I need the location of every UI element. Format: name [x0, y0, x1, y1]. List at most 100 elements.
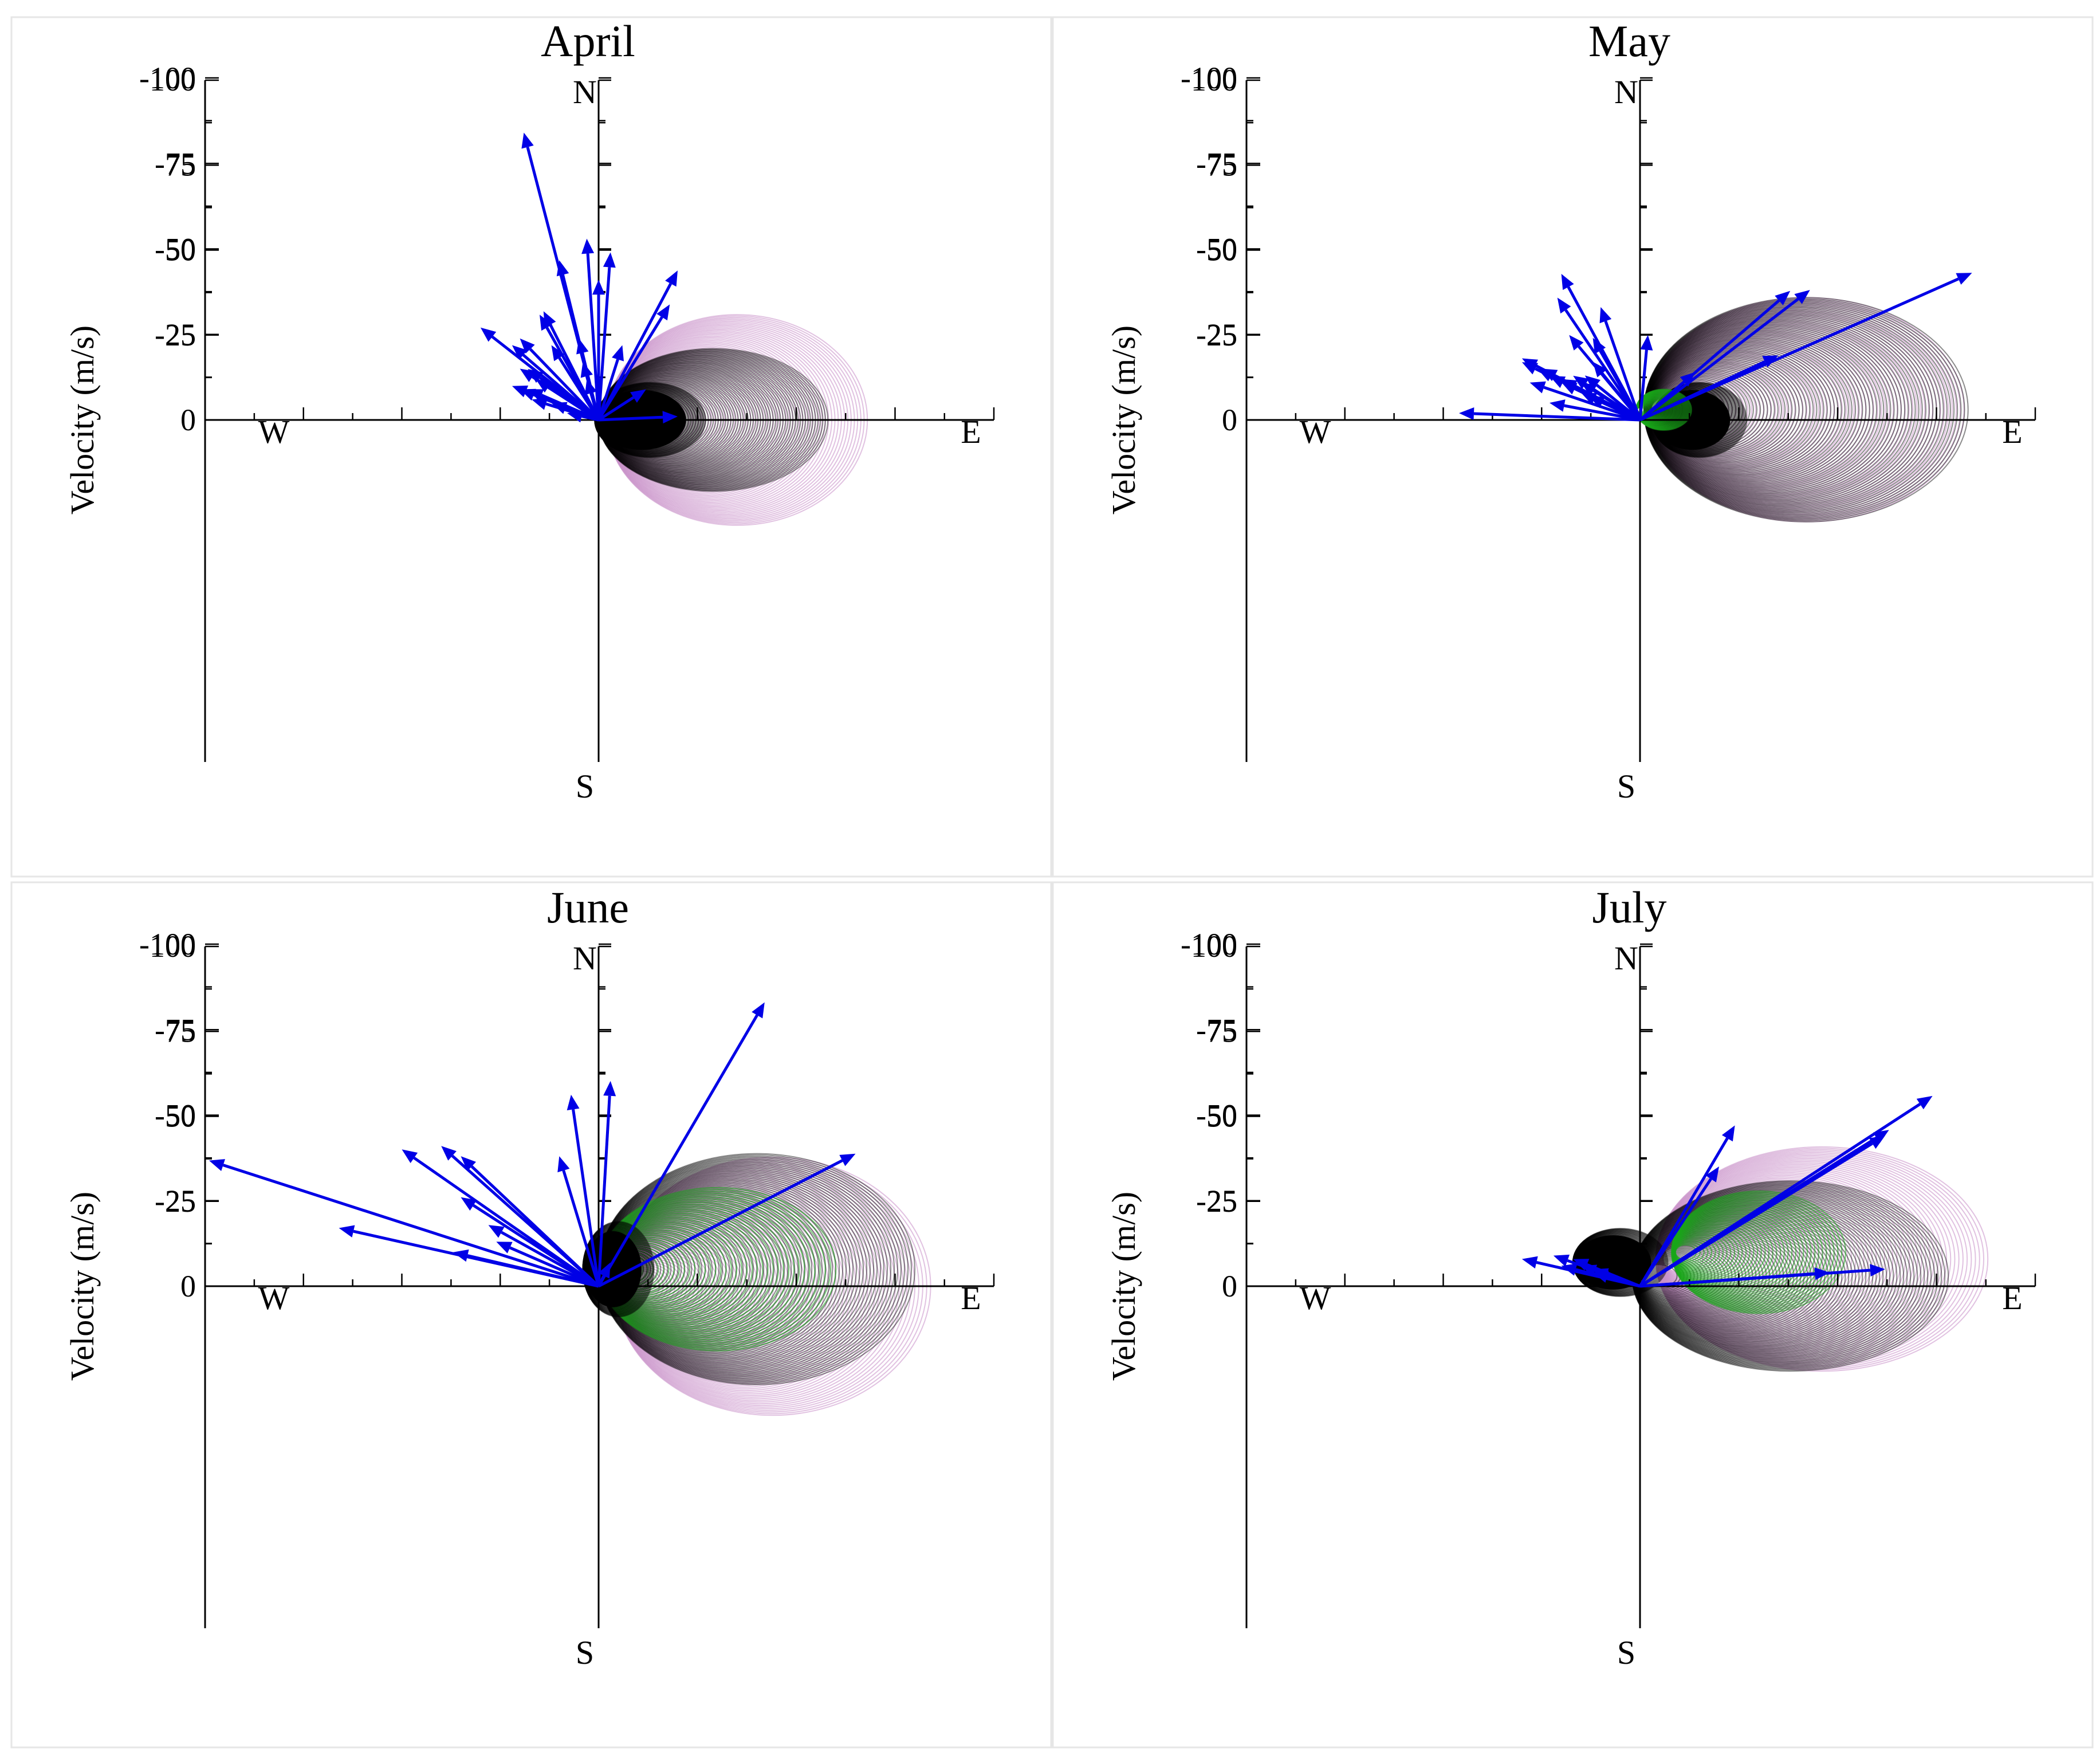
y-tick-label: 75 — [165, 1014, 196, 1048]
y-tick-label: -75 — [155, 1012, 196, 1047]
ellipse-mark — [582, 1223, 652, 1315]
y-tick-label: -50 — [155, 232, 196, 266]
ellipse-mark — [582, 1227, 646, 1311]
ellipse-family-green — [597, 1187, 837, 1352]
compass-east-label: E — [2002, 413, 2022, 450]
vector-shaft — [597, 359, 619, 421]
vector-shaft — [470, 1165, 600, 1287]
vector-arrowhead — [1775, 290, 1791, 305]
vector-arrowhead — [540, 315, 553, 331]
y-tick-label: -75 — [1196, 1012, 1237, 1047]
panel-title: April — [541, 16, 635, 66]
vector-shaft — [1638, 1137, 1729, 1287]
ellipse-mark — [582, 1224, 650, 1314]
vector-arrowhead — [441, 1146, 457, 1161]
vector-shaft — [572, 1109, 600, 1287]
y-tick-label: -25 — [1196, 1184, 1237, 1218]
vector-arrowhead — [496, 1242, 513, 1254]
panel-april: 100 75 50 25 0 -25 -50 -75 -100 N S W E April Velocity… — [10, 16, 1052, 878]
vector-shaft — [413, 1156, 600, 1288]
y-tick-label: -75 — [155, 146, 196, 180]
vector-shaft — [1604, 320, 1642, 421]
vector-arrowhead — [551, 345, 565, 362]
vector-arrowhead — [1592, 362, 1607, 378]
y-tick-label: -25 — [155, 1184, 196, 1218]
vector-shaft — [526, 147, 600, 421]
y-tick-label: -100 — [1181, 927, 1237, 961]
vector-shaft — [586, 253, 600, 421]
vector-arrowhead — [581, 238, 595, 254]
vector-shaft — [222, 1164, 599, 1288]
y-tick-label: 0 — [1222, 1269, 1237, 1303]
vector-arrowhead — [1569, 335, 1584, 351]
ellipse-cloud — [1572, 1146, 1989, 1372]
y-tick-label: 75 — [1206, 148, 1237, 182]
vector-arrowhead — [1705, 1166, 1719, 1182]
vector-shaft — [1554, 374, 1641, 422]
vector-shaft — [1606, 1275, 1641, 1288]
vector-arrowhead — [461, 1156, 476, 1171]
panel-border — [10, 881, 1052, 1749]
ellipse-mark — [582, 1225, 648, 1313]
vector-arrowhead — [1721, 1125, 1735, 1142]
y-tick-label: -100 — [139, 927, 196, 961]
y-tick-label: -50 — [1196, 232, 1237, 266]
vector-arrowhead — [1584, 375, 1600, 390]
y-tick-label: 0 — [180, 1269, 196, 1303]
y-tick-label: 50 — [1206, 1099, 1237, 1134]
ellipse-mark — [582, 1228, 645, 1311]
vector-arrowhead — [557, 1156, 570, 1173]
y-tick-label: -50 — [155, 1098, 196, 1133]
panel-border — [10, 16, 1052, 878]
vector-arrowhead — [1541, 368, 1558, 382]
panel-july: 100 75 50 25 0 -25 -50 -75 -100 N S W E July Velocity … — [1052, 881, 2094, 1749]
ellipse-mark — [582, 1226, 647, 1313]
velocity-vectors — [209, 1002, 856, 1288]
panel-may: 100 75 50 25 0 -25 -50 -75 -100 N S W E May Velocity (… — [1052, 16, 2094, 878]
vector-arrowhead — [1550, 399, 1566, 412]
y-tick-label: 0 — [1222, 403, 1237, 437]
vector-arrowhead — [567, 410, 583, 423]
vector-shaft — [597, 267, 611, 421]
vector-arrowhead — [520, 338, 535, 353]
y-tick-label: 25 — [165, 318, 196, 352]
vector-shaft — [597, 1159, 843, 1288]
vector-shaft — [491, 335, 600, 421]
panel-border — [1052, 881, 2094, 1749]
vector-arrowhead — [1794, 290, 1810, 304]
y-tick-label: 100 — [1191, 929, 1237, 964]
vector-arrowhead — [1956, 273, 1972, 285]
velocity-vectors — [1521, 1095, 1933, 1288]
vector-arrowhead — [532, 398, 548, 410]
vector-shaft — [1473, 412, 1641, 422]
ellipse-mark — [582, 1221, 655, 1318]
compass-north-label: N — [1614, 940, 1638, 977]
vector-shaft — [597, 282, 673, 421]
vector-shaft — [1564, 309, 1642, 421]
vector-arrowhead — [339, 1225, 355, 1238]
compass-west-label: W — [1300, 1279, 1331, 1317]
y-tick-label: 100 — [1191, 63, 1237, 97]
vector-shaft — [1639, 1272, 1815, 1288]
compass-south-label: S — [1617, 1634, 1635, 1671]
y-axis-label: Velocity (m/s) — [1105, 325, 1142, 514]
vector-arrowhead — [1599, 307, 1612, 324]
vector-shaft — [597, 1095, 611, 1287]
vector-shaft — [529, 348, 600, 421]
vector-arrowhead — [567, 1094, 580, 1110]
y-tick-label: 25 — [1206, 1184, 1237, 1219]
compass-east-label: E — [2002, 1279, 2022, 1317]
vector-shaft — [509, 1246, 599, 1288]
vector-arrowhead — [1592, 1270, 1609, 1283]
ellipse-mark — [582, 1225, 648, 1313]
compass-west-label: W — [1300, 413, 1331, 450]
vector-shaft — [1638, 349, 1648, 421]
vector-arrowhead — [1459, 407, 1474, 420]
compass-east-label: E — [961, 1279, 981, 1317]
ellipse-mark — [582, 1228, 644, 1310]
y-tick-label: 25 — [1206, 318, 1237, 352]
vector-shaft — [353, 1229, 599, 1288]
ellipse-mark — [582, 1222, 653, 1317]
compass-west-label: W — [258, 1279, 290, 1317]
